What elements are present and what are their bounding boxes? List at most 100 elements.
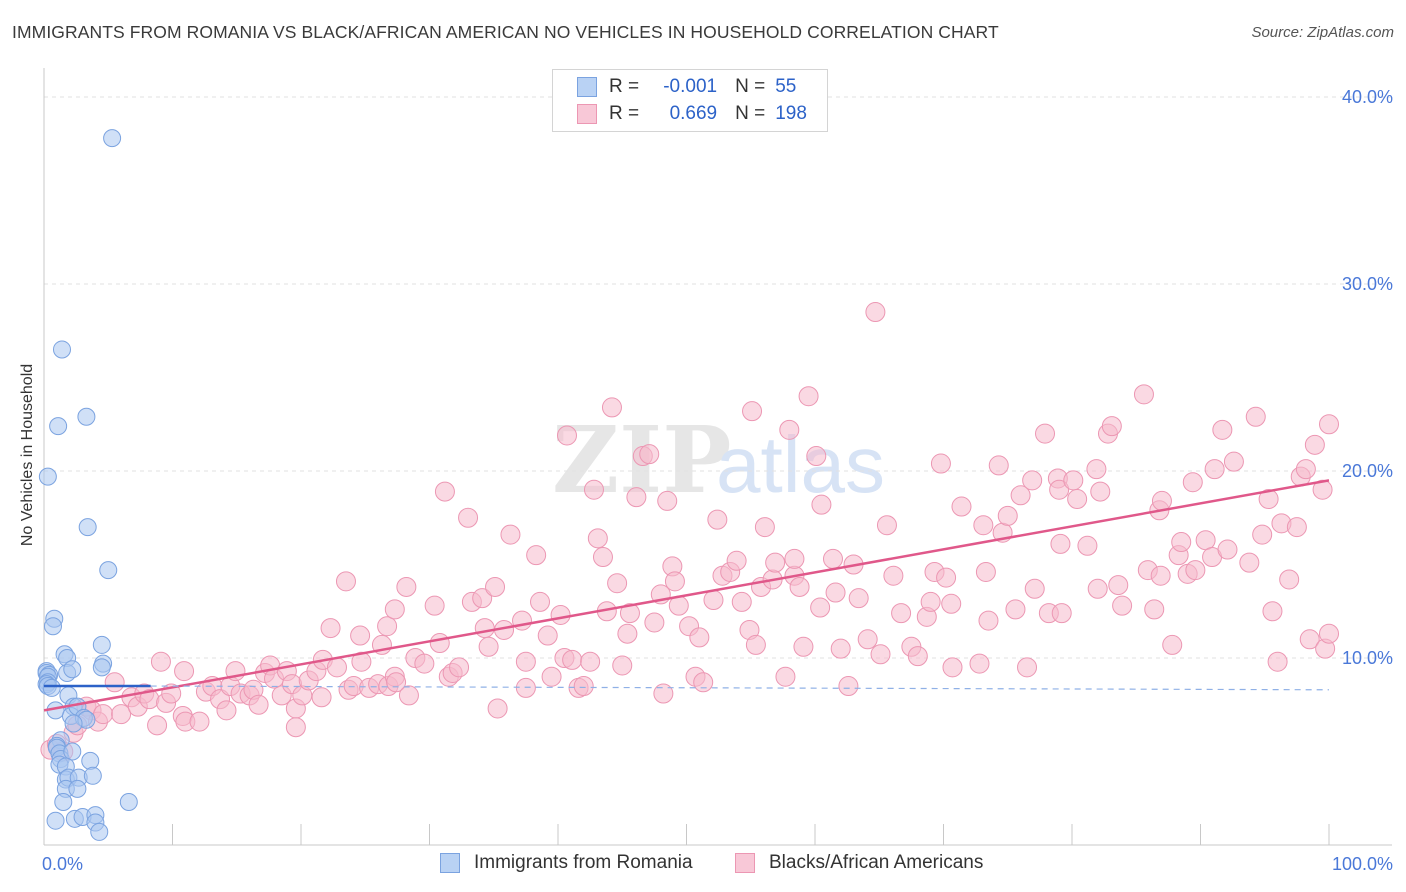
pink-point [1049, 479, 1070, 500]
pink-point [731, 591, 752, 612]
pink-point [1108, 575, 1129, 596]
pink-point [377, 616, 398, 637]
legend-r-value: -0.001 [663, 76, 718, 97]
blue-point [83, 766, 102, 785]
pink-point [1267, 651, 1288, 672]
pink-point [653, 683, 674, 704]
pink-point [537, 625, 558, 646]
pink-point [592, 547, 613, 568]
pink-point [784, 548, 805, 569]
pink-point [689, 627, 710, 648]
pink-point [838, 676, 859, 697]
legend-swatch-blue [577, 77, 597, 97]
pink-point [1319, 623, 1339, 644]
legend: R = -0.001 N = 55 R = 0.669 N = 198 [552, 69, 828, 132]
pink-point [1090, 481, 1111, 502]
pink-point [626, 487, 647, 508]
pink-point [530, 591, 551, 612]
pink-point [1162, 634, 1183, 655]
blue-point [49, 417, 68, 436]
pink-point [1212, 419, 1233, 440]
pink-point [644, 612, 665, 633]
pink-point [1239, 552, 1260, 573]
pink-point [1150, 565, 1171, 586]
pink-point [396, 576, 417, 597]
bottom-legend-romania: Immigrants from Romania [440, 852, 693, 874]
y-tick-label: 10.0% [1342, 648, 1393, 668]
pink-point [726, 550, 747, 571]
pink-point [1252, 524, 1273, 545]
blue-point [119, 792, 138, 811]
pink-point [472, 588, 493, 609]
pink-point [1286, 517, 1307, 538]
pink-point [335, 571, 356, 592]
pink-point [1223, 451, 1244, 472]
pink-point [1299, 629, 1320, 650]
watermark: ZIP atlas [552, 406, 885, 514]
pink-point [822, 548, 843, 569]
blue-point [63, 742, 82, 761]
pink-point [351, 651, 372, 672]
legend-r-label: R = [609, 76, 640, 97]
pink-point [798, 386, 819, 407]
pink-point [607, 573, 628, 594]
pink-point [556, 425, 577, 446]
pink-point [583, 479, 604, 500]
pink-point [1151, 490, 1172, 511]
pink-point [580, 651, 601, 672]
pink-point [458, 507, 479, 528]
pink-point [550, 604, 571, 625]
bottom-legend-label: Blacks/African Americans [769, 852, 984, 873]
pink-point [1279, 569, 1300, 590]
pink-point [1319, 414, 1339, 435]
pink-point [865, 302, 886, 323]
pink-point [693, 672, 714, 693]
pink-point [775, 666, 796, 687]
pink-series [40, 302, 1339, 762]
pink-point [1258, 489, 1279, 510]
blue-point [92, 658, 111, 677]
tick-labels: 10.0% 20.0% 30.0% 40.0% 0.0% 100.0% [42, 87, 1393, 874]
pink-point [891, 603, 912, 624]
chart-title: IMMIGRANTS FROM ROMANIA VS BLACK/AFRICAN… [12, 22, 999, 42]
watermark-atlas: atlas [716, 420, 885, 509]
pink-point [707, 509, 728, 530]
bottom-legend-label: Immigrants from Romania [474, 852, 693, 873]
source-label: Source: ZipAtlas.com [1251, 24, 1394, 41]
blue-point [54, 792, 73, 811]
pink-point [189, 711, 210, 732]
pink-point [997, 505, 1018, 526]
pink-point [619, 603, 640, 624]
pink-point [920, 591, 941, 612]
pink-point [612, 655, 633, 676]
pink-point [810, 597, 831, 618]
pink-point [1295, 459, 1316, 480]
pink-point [1171, 532, 1192, 553]
pink-point [978, 610, 999, 631]
pink-point [825, 582, 846, 603]
pink-point [311, 687, 332, 708]
pink-point [424, 595, 445, 616]
pink-point [485, 576, 506, 597]
pink-point [1051, 603, 1072, 624]
blue-point [43, 617, 62, 636]
pink-point [1195, 530, 1216, 551]
blue-point [52, 340, 71, 359]
pink-point [1017, 657, 1038, 678]
blue-point [64, 714, 83, 733]
pink-point [876, 515, 897, 536]
y-tick-label: 30.0% [1342, 274, 1393, 294]
pink-point [1005, 599, 1026, 620]
y-tick-label: 40.0% [1342, 87, 1393, 107]
blue-point [81, 751, 100, 770]
legend-row-black: R = 0.669 N = 198 [577, 102, 807, 126]
pink-point [350, 625, 371, 646]
pink-point [657, 490, 678, 511]
x-tick-label: 100.0% [1332, 854, 1393, 874]
pink-point [248, 694, 269, 715]
blue-point [99, 561, 118, 580]
pink-point [973, 515, 994, 536]
pink-point [541, 666, 562, 687]
blue-point [46, 811, 65, 830]
